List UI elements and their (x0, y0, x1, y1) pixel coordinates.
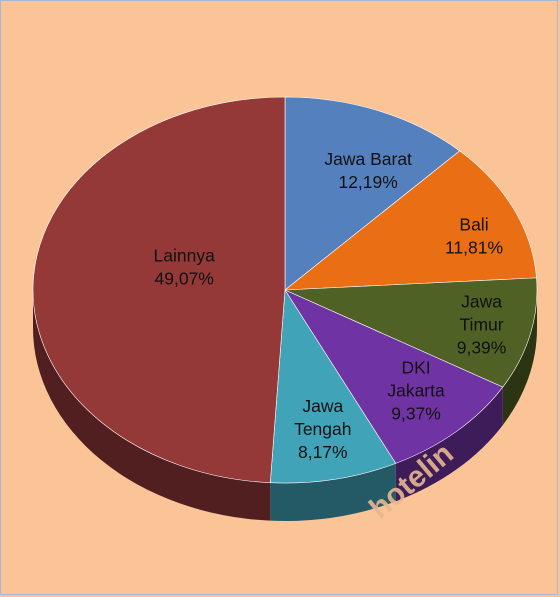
slice-label-bali: Bali 11,81% (445, 214, 503, 257)
slice-label-jawa-barat: Jawa Barat 12,19% (324, 149, 412, 192)
pie-slice-dki-jakarta (284, 289, 504, 464)
pie-slice-jawa-tengah (269, 289, 397, 484)
pie-labels: Jawa Barat 12,19% Bali 11,81% Jawa Timur 9,39%… (154, 149, 507, 462)
pie-side-lainnya (33, 290, 271, 521)
pie-slice-jawa-timur (284, 277, 538, 388)
pie-slice-jawa-barat (284, 96, 461, 291)
pie-slice-bali (284, 150, 537, 291)
pie-side-jawa-tengah (270, 463, 396, 521)
slice-label-jawa-timur: Jawa Timur 9,39% (457, 292, 507, 358)
slice-label-dki-jakarta: DKI Jakarta 9,37% (387, 357, 445, 423)
slice-label-jawa-tengah: Jawa Tengah 8,17% (294, 396, 351, 462)
slice-label-lainnya: Lainnya 49,07% (154, 245, 216, 288)
pie-tops (32, 96, 538, 484)
pie-slice-lainnya (32, 96, 286, 483)
pie-side-jawa-timur (502, 290, 537, 426)
pie-sides (33, 290, 537, 521)
pie-side-dki-jakarta (395, 387, 503, 502)
